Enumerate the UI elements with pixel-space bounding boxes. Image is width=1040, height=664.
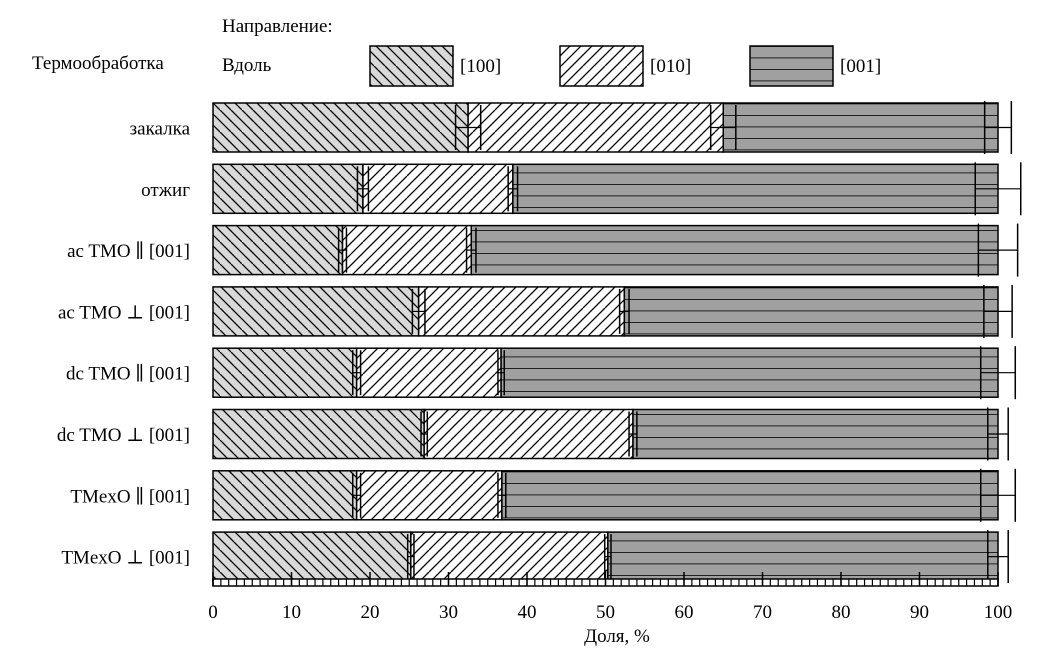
bar-010 [341,224,473,276]
bar-010 [362,163,514,215]
bar-001 [632,408,999,460]
legend-label: [010] [650,56,691,77]
tick-label: 90 [910,602,929,623]
row-header: Термообработка [32,53,164,74]
legend-swatch-001 [749,45,834,87]
tick-label: 80 [832,602,851,623]
bar-001 [470,224,999,276]
tick-label: 10 [282,602,301,623]
legend-label: [100] [460,56,501,77]
category-label: ac TMO ⊥ [001] [58,302,190,323]
legend-swatch-100 [369,45,454,87]
bar-100 [212,408,425,460]
legend-title: Направление: [222,16,333,37]
bar-010 [355,470,503,521]
bar-010 [355,347,502,398]
category-label: закалка [130,119,191,140]
bar-010 [423,408,634,460]
bar-100 [212,286,420,337]
bar-010 [467,102,724,153]
category-label: TMexO ⊥ [001] [61,548,190,569]
bar-100 [212,163,364,215]
legend: [100] [010] [001] [369,45,881,87]
bar-100 [212,347,358,398]
bars: закалка отжиг ac TMO ∥ [001] ac TMO ⊥ [001]… [57,101,1022,584]
category-label: ac TMO ∥ [001] [67,241,190,262]
bar-100 [212,470,358,521]
x-axis: 0 10 20 30 40 50 60 70 80 90 100 [208,572,1012,623]
bar-001 [512,163,999,215]
category-label: TMexO ∥ [001] [70,486,190,507]
category-label: dc TMO ∥ [001] [66,364,190,385]
bar-001 [501,470,999,521]
bar-100 [212,531,412,582]
tick-label: 0 [208,602,218,623]
tick-label: 20 [361,602,380,623]
bar-010 [417,286,626,337]
tick-label: 40 [518,602,537,623]
tick-label: 30 [439,602,458,623]
category-label: dc TMO ⊥ [001] [57,425,190,446]
bar-100 [212,224,344,276]
tick-label: 100 [984,602,1013,623]
legend-label: [001] [840,56,881,77]
legend-prefix: Вдоль [222,55,272,76]
bar-001 [607,531,999,582]
x-axis-label: Доля, % [584,626,650,647]
bar-001 [500,347,999,398]
bar-001 [722,102,999,153]
tick-label: 70 [753,602,772,623]
bar-100 [212,102,469,153]
bar-001 [623,286,999,337]
category-label: отжиг [141,180,190,201]
legend-swatch-010 [559,45,644,87]
bar-010 [410,531,609,582]
tick-label: 60 [675,602,694,623]
tick-label: 50 [596,602,615,623]
